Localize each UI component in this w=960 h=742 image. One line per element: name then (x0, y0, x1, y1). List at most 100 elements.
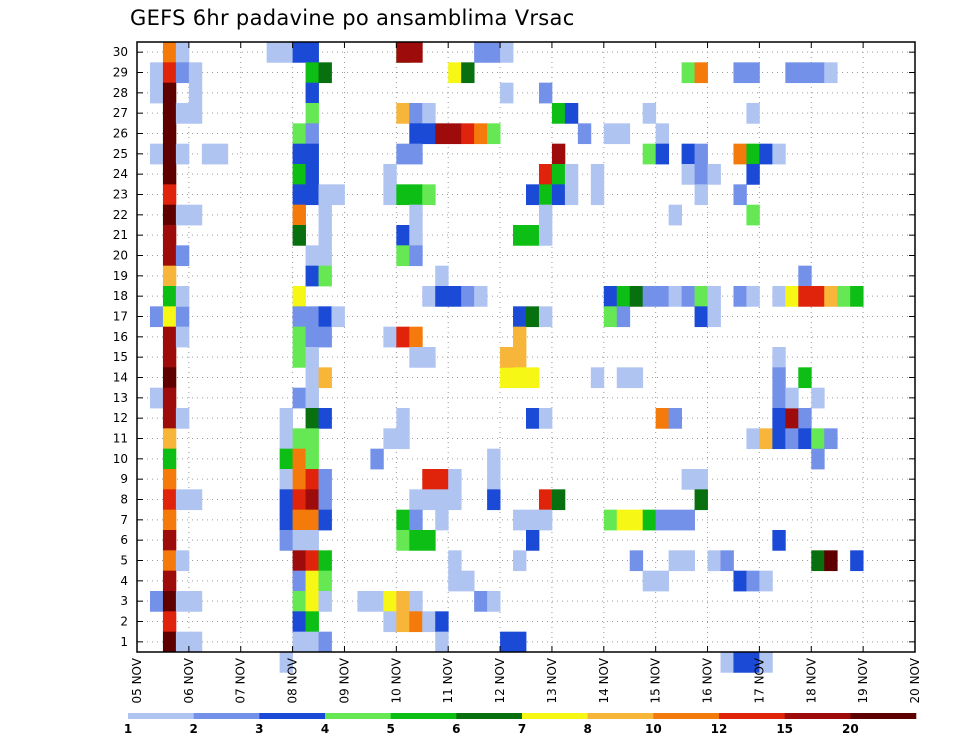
heatmap-cell (409, 489, 423, 511)
heatmap-cell (513, 367, 527, 389)
heatmap-cell (707, 286, 721, 307)
heatmap-cell (292, 306, 306, 328)
heatmap-cell (279, 469, 293, 490)
heatmap-cell (448, 62, 462, 84)
heatmap-cell (759, 143, 773, 165)
x-tick-label: 16 NOV (701, 657, 715, 703)
heatmap-cell (461, 570, 475, 592)
heatmap-cell (720, 550, 734, 572)
heatmap-cell (564, 184, 579, 206)
heatmap-cell (409, 204, 423, 226)
heatmap-cell (292, 204, 306, 226)
heatmap-cell (305, 82, 319, 104)
heatmap-cell (694, 143, 708, 165)
heatmap-cell (331, 306, 345, 328)
heatmap-cell (318, 469, 332, 490)
heatmap-cell (538, 489, 553, 511)
heatmap-cell (422, 286, 436, 307)
heatmap-cell (785, 408, 799, 429)
heatmap-cell (746, 62, 760, 84)
heatmap-cell (162, 286, 177, 307)
heatmap-cell (175, 62, 190, 84)
heatmap-cell (162, 591, 177, 612)
colorbar-label: 2 (189, 722, 197, 736)
heatmap-cell (629, 550, 644, 572)
y-tick-label: 27 (113, 106, 128, 120)
heatmap-cell (318, 408, 332, 429)
heatmap-cell (305, 550, 319, 572)
heatmap-cell (811, 62, 825, 84)
heatmap-cell (785, 286, 799, 307)
heatmap-cell (305, 408, 319, 429)
heatmap-cell (305, 448, 319, 470)
heatmap-cell (785, 428, 799, 450)
heatmap-cell (798, 367, 812, 389)
heatmap-cell (188, 591, 203, 612)
heatmap-cell (162, 326, 177, 348)
heatmap-cell (538, 225, 553, 246)
heatmap-cell (422, 469, 436, 490)
colorbar-label: 6 (452, 722, 460, 736)
heatmap-cell (824, 62, 838, 84)
heatmap-cell (707, 550, 721, 572)
heatmap-cell (162, 347, 177, 368)
heatmap-cell (188, 82, 203, 104)
heatmap-cell (551, 164, 566, 185)
heatmap-cell (487, 448, 501, 470)
y-tick-label: 24 (113, 167, 128, 181)
y-tick-label: 23 (113, 188, 128, 202)
heatmap-cell (162, 103, 177, 124)
heatmap-cell (733, 286, 747, 307)
heatmap-cell (577, 123, 592, 145)
heatmap-cell (746, 428, 760, 450)
heatmap-cell (513, 326, 527, 348)
heatmap-cell (305, 143, 319, 165)
heatmap-cell (850, 550, 864, 572)
colorbar-segment (325, 713, 391, 719)
heatmap-cell (824, 550, 838, 572)
heatmap-cell (616, 509, 631, 531)
heatmap-cell (396, 326, 410, 348)
heatmap-cell (526, 306, 540, 328)
heatmap-cell (642, 570, 657, 592)
heatmap-cell (435, 611, 449, 633)
heatmap-cell (279, 489, 293, 511)
heatmap-cell (435, 509, 449, 531)
heatmap-cell (487, 42, 501, 63)
heatmap-cell (188, 204, 203, 226)
heatmap-cell (746, 652, 760, 673)
x-tick-label: 13 NOV (545, 657, 559, 703)
heatmap-cell (292, 530, 306, 551)
heatmap-cell (188, 489, 203, 511)
heatmap-cell (616, 286, 631, 307)
heatmap-cell (694, 62, 708, 84)
heatmap-cell (162, 184, 177, 206)
heatmap-cell (149, 143, 164, 165)
heatmap-cell (590, 184, 605, 206)
colorbar-label: 7 (518, 722, 526, 736)
heatmap-cell (526, 530, 540, 551)
y-tick-label: 15 (113, 350, 128, 364)
y-tick-label: 28 (113, 86, 128, 100)
y-tick-label: 26 (113, 127, 128, 141)
heatmap-cell (279, 448, 293, 470)
heatmap-cell (396, 530, 410, 551)
heatmap-cell (655, 408, 670, 429)
heatmap-cell (305, 387, 319, 409)
heatmap-cell (538, 82, 553, 104)
heatmap-cell (551, 184, 566, 206)
heatmap-cell (292, 225, 306, 246)
heatmap-cell (526, 367, 540, 389)
heatmap-cell (188, 103, 203, 124)
heatmap-cell (811, 448, 825, 470)
heatmap-cell (305, 164, 319, 185)
heatmap-cell (435, 489, 449, 511)
heatmap-cells (149, 42, 864, 673)
heatmap-cell (448, 570, 462, 592)
heatmap-cell (487, 591, 501, 612)
colorbar-segment (587, 713, 654, 719)
heatmap-cell (798, 62, 812, 84)
heatmap-cell (798, 265, 812, 287)
colorbar-segment (850, 713, 917, 719)
heatmap-cell (383, 611, 397, 633)
